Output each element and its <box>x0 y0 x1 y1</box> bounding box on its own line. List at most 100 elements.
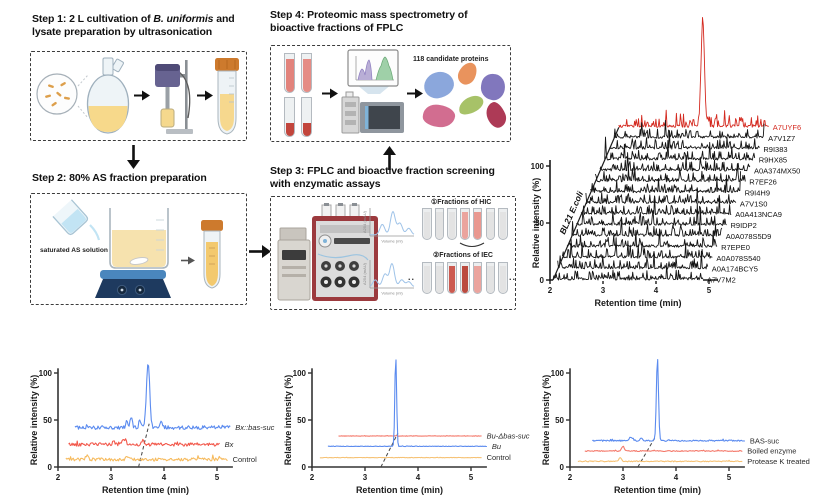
svg-text:A7V1Z7: A7V1Z7 <box>768 134 795 143</box>
test-tube <box>422 208 432 240</box>
waterfall-chart: 0 50 100 2 3 4 5 Retention time (min) Relative i… <box>531 17 801 308</box>
svg-text:50: 50 <box>535 219 544 228</box>
as-fraction-tube-icon <box>201 220 223 289</box>
mass-spec-screen <box>347 49 399 87</box>
test-tube <box>301 97 312 137</box>
svg-text:50: 50 <box>297 416 306 425</box>
step2-title: Step 2: 80% AS fraction preparation <box>32 172 207 184</box>
step1-title: Step 1: 2 L cultivation of B. uniformis … <box>32 13 251 40</box>
test-tube <box>434 208 445 240</box>
svg-text:Relative intensity (%): Relative intensity (%) <box>541 375 551 466</box>
svg-text:Bu-Δbas-suc: Bu-Δbas-suc <box>487 432 530 441</box>
ultrasonicator-icon <box>155 60 193 134</box>
svg-text:4: 4 <box>162 473 167 482</box>
svg-text:Volume (ml): Volume (ml) <box>381 291 403 296</box>
test-tube <box>284 97 295 137</box>
falcon-tube-icon <box>215 58 239 135</box>
bracket-icon <box>459 242 485 248</box>
svg-text:Relative intensity (%): Relative intensity (%) <box>29 375 39 466</box>
svg-text:BAS-suc: BAS-suc <box>750 436 779 445</box>
svg-text:A254 (mAU): A254 (mAU) <box>362 262 367 285</box>
flow-arrow-down-icon <box>127 145 140 169</box>
pouring-beaker-icon <box>52 199 101 241</box>
svg-text:Relative intensity (%): Relative intensity (%) <box>283 375 293 466</box>
svg-text:A254 (mAU): A254 (mAU) <box>362 210 367 233</box>
svg-text:A0A374MX50: A0A374MX50 <box>754 167 800 176</box>
test-tube-positive <box>460 262 470 294</box>
svg-text:Retention time (min): Retention time (min) <box>102 485 189 495</box>
mini-chromatogram-hic: Volume (ml) A254 (mAU) <box>362 208 415 244</box>
test-tube <box>498 208 508 240</box>
step4-title: Step 4: Proteomic mass spectrometry of b… <box>270 9 510 36</box>
svg-text:Relative intensity (%): Relative intensity (%) <box>531 178 541 269</box>
test-tube-positive <box>472 208 483 240</box>
fplc-instrument-icon <box>277 203 378 301</box>
svg-text:A7V7M2: A7V7M2 <box>707 276 736 285</box>
svg-text:Retention time (min): Retention time (min) <box>356 485 443 495</box>
magnifier-cone-lines <box>77 74 89 119</box>
magnetic-stirrer-icon <box>95 270 171 298</box>
svg-text:3: 3 <box>363 473 368 482</box>
svg-text:A7V1S0: A7V1S0 <box>740 199 768 208</box>
svg-text:2: 2 <box>548 286 553 295</box>
test-tube <box>447 208 457 240</box>
test-tube <box>498 262 508 294</box>
svg-text:3: 3 <box>109 473 114 482</box>
candidate-proteins-label: 118 candidate proteins <box>413 56 489 63</box>
svg-text:Protease K treated: Protease K treated <box>747 457 810 466</box>
step4-arrow2-icon <box>407 88 423 99</box>
svg-text:100: 100 <box>531 162 545 171</box>
step1-title-species: B. uniformis <box>153 13 214 25</box>
svg-text:R9I4H9: R9I4H9 <box>745 188 770 197</box>
test-tube <box>301 53 312 93</box>
svg-text:Retention time (min): Retention time (min) <box>614 485 701 495</box>
chromatogram-bu-panel: 0 50 100 2 3 4 5 Retention time (min) Relative i… <box>283 359 530 495</box>
svg-text:5: 5 <box>215 473 220 482</box>
mini-chromatogram-iec: Volume (ml) A254 (mAU) <box>362 260 415 296</box>
svg-text:A7UYF6: A7UYF6 <box>773 123 801 132</box>
svg-text:2: 2 <box>568 473 573 482</box>
svg-text:Control: Control <box>487 453 512 462</box>
hic-fractions-label: ①Fractions of HIC <box>431 199 492 206</box>
step2-arrow-icon <box>181 256 195 265</box>
step1-title-suffix: and lysate preparation by ultrasonicatio… <box>32 13 235 39</box>
svg-text:100: 100 <box>293 369 307 378</box>
step1-title-prefix: Step 1: 2 L cultivation of <box>32 13 154 25</box>
test-tube <box>422 262 432 294</box>
flow-arrow-up-icon <box>383 146 396 170</box>
svg-text:0: 0 <box>302 463 307 472</box>
step1-arrow1-icon <box>134 90 150 101</box>
svg-text:A0A078S5D9: A0A078S5D9 <box>726 232 771 241</box>
svg-text:100: 100 <box>551 369 565 378</box>
flow-arrow-right-icon <box>249 245 271 258</box>
step3-title: Step 3: FPLC and bioactive fraction scre… <box>270 165 530 192</box>
svg-text:5: 5 <box>707 286 712 295</box>
beaker-icon <box>109 208 169 269</box>
bacteria-magnifier-icon <box>36 73 78 115</box>
saturated-as-solution-label: saturated AS solution <box>40 247 108 254</box>
test-tube <box>485 208 495 240</box>
step3-title-line1: Step 3: FPLC and bioactive fraction scre… <box>270 165 495 177</box>
chromatogram-bas-suc-panel: 0 50 100 2 3 4 5 Retention time (min) Relative i… <box>541 358 810 495</box>
svg-text:Boiled enzyme: Boiled enzyme <box>747 447 796 456</box>
svg-text:5: 5 <box>469 473 474 482</box>
step1-arrow2-icon <box>197 90 213 101</box>
iec-fractions-label: ②Fractions of IEC <box>433 252 493 259</box>
svg-text:0: 0 <box>48 463 53 472</box>
svg-text:2: 2 <box>310 473 315 482</box>
chromatogram-bx-panel: 0 50 100 2 3 4 5 Retention time (min) Relative i… <box>29 364 275 495</box>
svg-text:R9HX85: R9HX85 <box>759 156 787 165</box>
svg-text:3: 3 <box>601 286 606 295</box>
svg-text:Volume (ml): Volume (ml) <box>381 239 403 244</box>
svg-text:R9IDP2: R9IDP2 <box>731 221 757 230</box>
svg-text:A0A078S540: A0A078S540 <box>716 254 760 263</box>
svg-text:A0A174BCY5: A0A174BCY5 <box>712 265 758 274</box>
svg-text:0: 0 <box>540 276 545 285</box>
test-tube-positive <box>447 262 457 294</box>
mass-spectrometer-icon <box>341 91 404 134</box>
svg-text:Bu: Bu <box>492 442 502 451</box>
svg-text:100: 100 <box>39 369 53 378</box>
svg-text:A0A413NCA9: A0A413NCA9 <box>735 210 782 219</box>
test-tube-positive <box>460 208 470 240</box>
